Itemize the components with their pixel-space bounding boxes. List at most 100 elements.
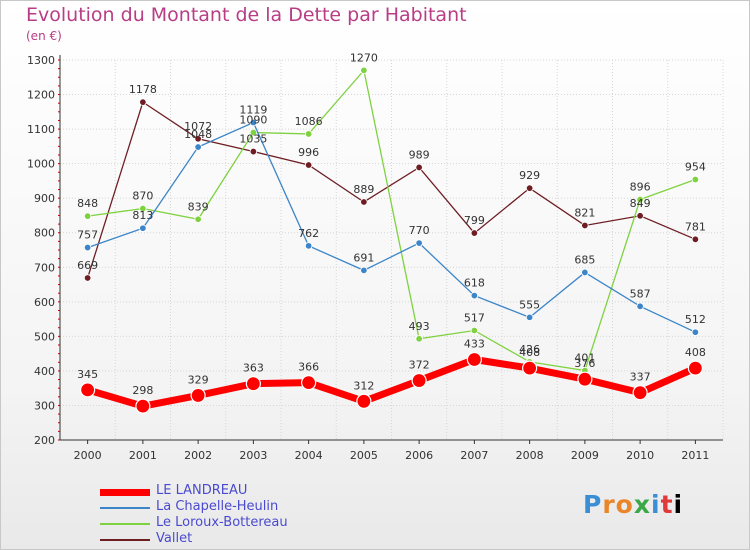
data-label: 781 [685, 220, 706, 233]
data-label: 762 [298, 227, 319, 240]
data-label: 512 [685, 313, 706, 326]
x-tick-label: 2002 [184, 449, 212, 462]
y-tick-label: 1300 [27, 54, 55, 67]
legend-swatch [100, 523, 150, 525]
data-label: 408 [519, 346, 540, 359]
data-point [83, 212, 92, 220]
data-label: 329 [188, 373, 209, 386]
data-label: 989 [409, 148, 430, 161]
data-point [249, 118, 258, 127]
data-label: 849 [630, 197, 651, 210]
data-point [411, 372, 427, 389]
data-point [249, 128, 258, 137]
data-label: 848 [77, 197, 98, 210]
data-point [470, 326, 479, 335]
data-label: 1035 [239, 133, 267, 146]
data-point [691, 235, 700, 243]
x-tick-label: 2005 [350, 449, 378, 462]
y-tick-label: 400 [34, 365, 55, 378]
logo-letter: o [615, 490, 634, 519]
chart-subtitle: (en €) [26, 29, 62, 43]
data-label: 691 [353, 251, 374, 264]
data-label: 587 [630, 287, 651, 300]
data-point [83, 274, 92, 282]
x-tick-label: 2008 [516, 449, 544, 462]
data-point [356, 393, 372, 409]
series-line [87, 68, 696, 372]
data-point [83, 243, 92, 252]
data-point [687, 360, 703, 376]
y-tick-label: 900 [34, 192, 55, 205]
data-point [304, 242, 313, 250]
data-point [470, 291, 479, 300]
x-tick-label: 2009 [571, 449, 599, 462]
data-label: 1178 [129, 83, 157, 96]
data-label: 363 [243, 362, 264, 375]
data-label: 372 [409, 359, 430, 372]
logo-letter: r [602, 490, 616, 519]
data-point [415, 335, 423, 343]
logo-letter: P [583, 490, 603, 519]
data-point [415, 163, 423, 172]
data-label: 889 [353, 183, 374, 196]
data-point [470, 229, 479, 237]
data-point [194, 135, 202, 143]
line-chart: 200 300 400 500 600 700 800 900 1000 1100 1200 1300… [27, 51, 724, 462]
data-point [636, 195, 644, 204]
series-line [86, 356, 697, 410]
data-point [522, 360, 538, 376]
data-point [135, 398, 151, 414]
data-label: 954 [685, 161, 706, 174]
data-label: 870 [132, 190, 153, 203]
data-point [249, 147, 258, 156]
legend-label: Vallet [156, 531, 193, 546]
data-point [360, 198, 368, 206]
data-point [577, 371, 593, 387]
data-point [581, 268, 589, 277]
x-tick-label: 2000 [74, 449, 102, 462]
data-point [632, 385, 648, 401]
data-point [525, 184, 534, 192]
y-tick-label: 800 [34, 227, 55, 240]
data-point [139, 204, 147, 213]
grid [59, 59, 724, 441]
x-tick-label: 2007 [460, 449, 488, 462]
legend-label: LE LANDREAU [156, 483, 248, 498]
data-point [194, 143, 202, 151]
data-label: 555 [519, 298, 540, 311]
series-line [87, 121, 696, 333]
data-labels: 345 298 329 363 366 312 372 433 408 376 337 408 757 8… [77, 51, 706, 397]
data-point [139, 224, 147, 232]
data-label: 757 [77, 229, 98, 242]
data-point [636, 302, 644, 311]
data-label: 1090 [239, 114, 267, 127]
y-tick-label: 1200 [27, 89, 55, 102]
data-point [80, 382, 96, 398]
data-point [301, 375, 317, 391]
data-label: 618 [464, 277, 485, 290]
data-label: 337 [630, 371, 651, 384]
data-label: 298 [132, 384, 153, 397]
x-tick-label: 2003 [239, 449, 267, 462]
data-label: 426 [519, 343, 540, 356]
data-label: 1048 [184, 128, 212, 141]
data-label: 821 [574, 206, 595, 219]
logo-letter: t [660, 490, 674, 519]
legend-swatch [100, 539, 150, 541]
data-label: 408 [685, 346, 706, 359]
y-tick-label: 200 [34, 434, 55, 447]
logo-letter: x [633, 490, 651, 519]
data-point [636, 212, 644, 220]
y-tick-label: 1000 [27, 158, 55, 171]
data-point [245, 376, 261, 392]
data-label: 1072 [184, 120, 212, 133]
data-label: 1086 [295, 115, 323, 128]
x-tick-label: 2001 [129, 449, 157, 462]
logo-letter: i [651, 490, 661, 519]
data-label: 1119 [239, 104, 267, 117]
logo-letter: i [673, 490, 684, 519]
series-line [87, 101, 696, 279]
data-point [691, 175, 700, 184]
data-point [415, 239, 423, 247]
data-point [360, 66, 368, 75]
